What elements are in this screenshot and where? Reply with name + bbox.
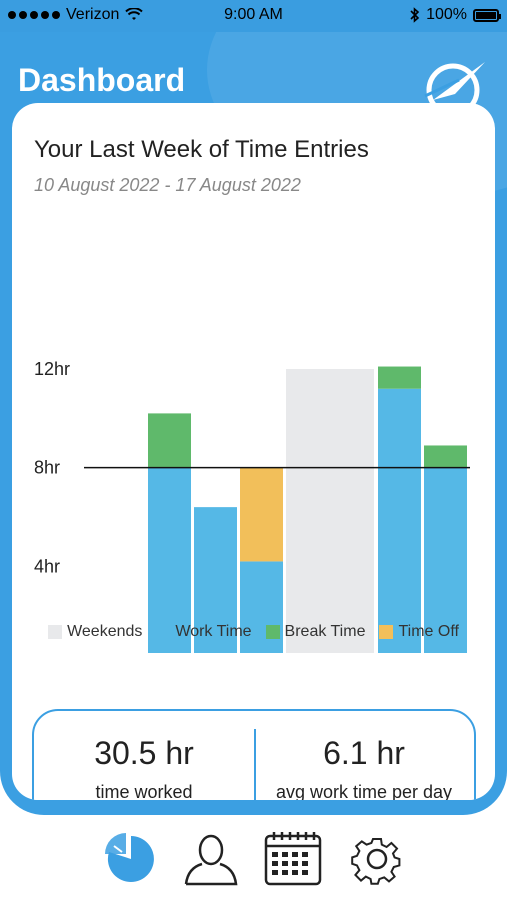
tab-bar bbox=[0, 828, 507, 890]
stats-panel: 30.5 hr time worked 6.1 hr avg work time… bbox=[32, 709, 476, 800]
pie-chart-icon[interactable] bbox=[100, 828, 162, 890]
time-worked-stat: 30.5 hr time worked bbox=[34, 711, 254, 800]
bar-weekends bbox=[286, 369, 374, 653]
legend-label: Work Time bbox=[175, 623, 252, 640]
chart-legend: Weekends Work Time Break Time Time Off bbox=[12, 623, 495, 641]
legend-swatch bbox=[379, 625, 394, 639]
clock: 9:00 AM bbox=[224, 6, 283, 23]
page-title: Dashboard bbox=[18, 62, 186, 98]
date-range: 10 August 2022 - 17 August 2022 bbox=[34, 175, 301, 195]
bar-work-time bbox=[194, 507, 237, 653]
legend-label: Break Time bbox=[284, 623, 366, 640]
bluetooth-icon bbox=[410, 7, 420, 23]
legend-item: Weekends bbox=[48, 623, 142, 641]
time-worked-value: 30.5 hr bbox=[94, 735, 194, 771]
battery-icon bbox=[473, 8, 501, 22]
gear-icon[interactable] bbox=[346, 828, 408, 890]
logo-icon bbox=[424, 62, 485, 114]
legend-swatch bbox=[265, 625, 280, 639]
wifi-icon bbox=[125, 8, 144, 20]
y-tick-label: 12hr bbox=[34, 359, 70, 379]
bar-break-time bbox=[424, 445, 467, 468]
avg-work-stat: 6.1 hr avg work time per day bbox=[254, 711, 474, 800]
legend-label: Weekends bbox=[67, 623, 143, 640]
legend-label: Time Off bbox=[398, 623, 459, 640]
bar-time-off bbox=[240, 467, 283, 562]
battery-label: 100% bbox=[426, 6, 467, 23]
bar-work-time bbox=[148, 467, 191, 653]
avg-work-value: 6.1 hr bbox=[323, 735, 405, 771]
user-icon[interactable] bbox=[180, 828, 242, 890]
legend-swatch bbox=[156, 625, 171, 639]
bar-work-time bbox=[378, 388, 421, 653]
bar-break-time bbox=[378, 366, 421, 389]
bar-work-time bbox=[424, 467, 467, 653]
legend-swatch bbox=[48, 625, 63, 639]
time-entries-chart: 12hr8hr4hr10th11th12th13th14th15th16th17… bbox=[34, 359, 470, 653]
calendar-icon[interactable] bbox=[262, 828, 324, 890]
carrier-label: Verizon bbox=[66, 6, 120, 23]
signal-icon bbox=[8, 11, 60, 19]
legend-item: Work Time bbox=[156, 623, 252, 641]
dashboard-card: Your Last Week of Time Entries 10 August… bbox=[12, 103, 495, 800]
status-bar: Verizon 9:00 AM 100% bbox=[0, 0, 507, 32]
avg-work-label: avg work time per day bbox=[275, 782, 453, 800]
stats-divider bbox=[254, 729, 256, 800]
legend-item: Time Off bbox=[379, 623, 459, 641]
y-tick-label: 8hr bbox=[34, 458, 60, 478]
card-title: Your Last Week of Time Entries bbox=[34, 136, 369, 163]
bar-break-time bbox=[148, 413, 191, 468]
y-tick-label: 4hr bbox=[34, 556, 60, 576]
time-worked-label: time worked bbox=[95, 782, 193, 800]
legend-item: Break Time bbox=[265, 623, 366, 641]
